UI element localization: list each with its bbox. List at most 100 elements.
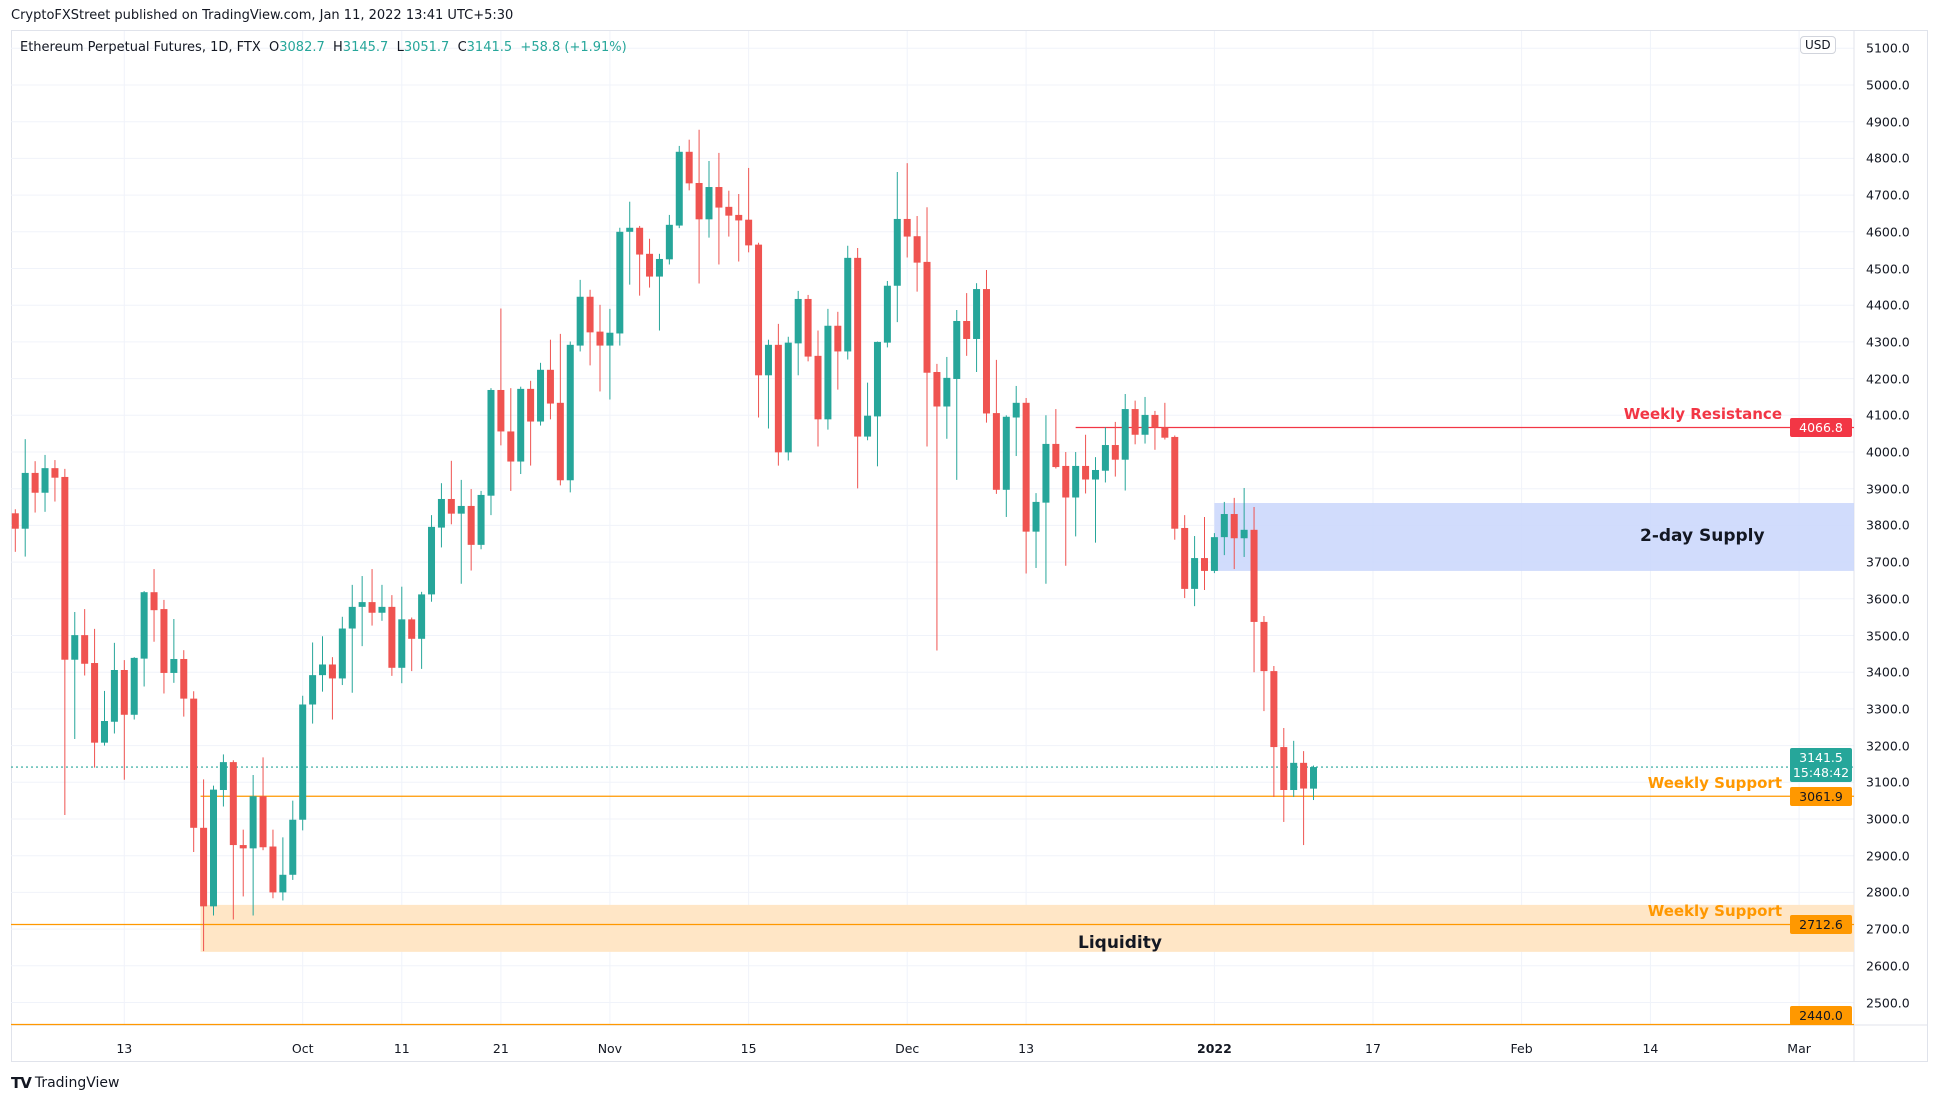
candle [953, 309, 961, 480]
candle-body [51, 468, 59, 478]
candle-body [190, 698, 198, 828]
candle [963, 293, 971, 356]
candle-body [923, 261, 931, 373]
candle-body [279, 874, 287, 893]
candle-body [1131, 409, 1139, 435]
price-tick-label: 4500.0 [1866, 261, 1910, 276]
price-tick-label: 4200.0 [1866, 371, 1910, 387]
candle-body [91, 663, 99, 743]
candle-body [665, 224, 673, 260]
candle [1151, 410, 1159, 450]
candle [705, 160, 713, 238]
candle-body [834, 325, 842, 352]
candle [943, 356, 951, 439]
candle [537, 362, 545, 426]
candle [338, 616, 346, 686]
candle-body [338, 628, 346, 679]
candle [210, 785, 217, 916]
tradingview-logo[interactable]: TV TradingView [11, 1074, 119, 1092]
candle-body [1161, 427, 1169, 438]
tradingview-logo-icon: TV [11, 1074, 32, 1092]
candle-body [81, 635, 89, 664]
candle-body [200, 827, 208, 907]
price-tick-label: 4000.0 [1866, 444, 1910, 460]
candle [1161, 402, 1169, 440]
candle-body [854, 257, 862, 437]
candle-body [11, 513, 19, 529]
candle [933, 363, 941, 651]
candle [91, 628, 99, 768]
price-tick-label: 3100.0 [1866, 774, 1910, 790]
candle [606, 308, 614, 400]
candle-body [616, 231, 624, 334]
candle-body [219, 762, 227, 791]
candle-body [1181, 527, 1189, 589]
candle-body [319, 664, 327, 676]
candle [923, 207, 931, 447]
candle-body [328, 664, 336, 679]
candle [992, 359, 1000, 494]
candle-body [210, 789, 217, 907]
candle-body [1022, 402, 1030, 532]
candle [1300, 751, 1308, 846]
currency-button[interactable]: USD [1800, 36, 1836, 54]
candle [616, 227, 624, 346]
price-tick-label: 2500.0 [1866, 995, 1910, 1010]
candle [636, 225, 644, 296]
candle [11, 509, 19, 552]
last-price-value: 3141.5 [1799, 750, 1843, 766]
candle [646, 238, 654, 288]
symbol-legend: Ethereum Perpetual Futures, 1D, FTX O308… [20, 40, 627, 55]
candle [170, 618, 178, 683]
candle [1171, 435, 1179, 540]
candle [1131, 400, 1139, 445]
candle [735, 193, 743, 262]
candle [81, 609, 89, 676]
candle-body [467, 505, 475, 545]
candle [299, 695, 307, 831]
time-tick-label: Nov [597, 1041, 623, 1056]
candle [1270, 665, 1278, 797]
candle-body [130, 657, 138, 715]
candle-body [388, 606, 396, 668]
candle [824, 308, 832, 430]
candle-body [764, 344, 772, 376]
price-tick-label: 3400.0 [1866, 664, 1910, 680]
candle [854, 247, 862, 489]
weekly-resistance-label: Weekly Resistance [1623, 405, 1782, 424]
candle [1012, 385, 1020, 457]
candle-body [428, 526, 436, 595]
candle [1111, 421, 1119, 477]
candle-body [180, 658, 188, 699]
price-badge: 2440.0 [1790, 1005, 1852, 1025]
candle [249, 774, 257, 916]
price-tick-label: 5100.0 [1866, 40, 1910, 56]
candle-body [229, 762, 237, 846]
candle-body [299, 704, 307, 820]
candle-body [636, 227, 644, 255]
candle [418, 591, 426, 669]
candle [1072, 452, 1080, 537]
candle-body [1260, 621, 1268, 672]
candle [814, 330, 822, 447]
tradingview-name: TradingView [34, 1075, 120, 1091]
candle [1181, 515, 1189, 599]
price-tick-label: 4100.0 [1866, 407, 1910, 423]
candle-body [437, 498, 445, 528]
candle-body [864, 415, 872, 437]
candle-body [1151, 414, 1159, 428]
candle-body [1210, 537, 1218, 571]
candle [1002, 415, 1010, 517]
candle [507, 388, 515, 491]
candle-body [804, 298, 812, 357]
candle-body [735, 214, 743, 221]
candle [556, 333, 564, 486]
candle [973, 283, 981, 372]
candle-body [457, 505, 465, 514]
candle-body [368, 602, 376, 613]
candle-body [477, 494, 485, 545]
candle-body [31, 472, 39, 493]
candle-body [517, 388, 525, 462]
candle [1290, 740, 1298, 797]
